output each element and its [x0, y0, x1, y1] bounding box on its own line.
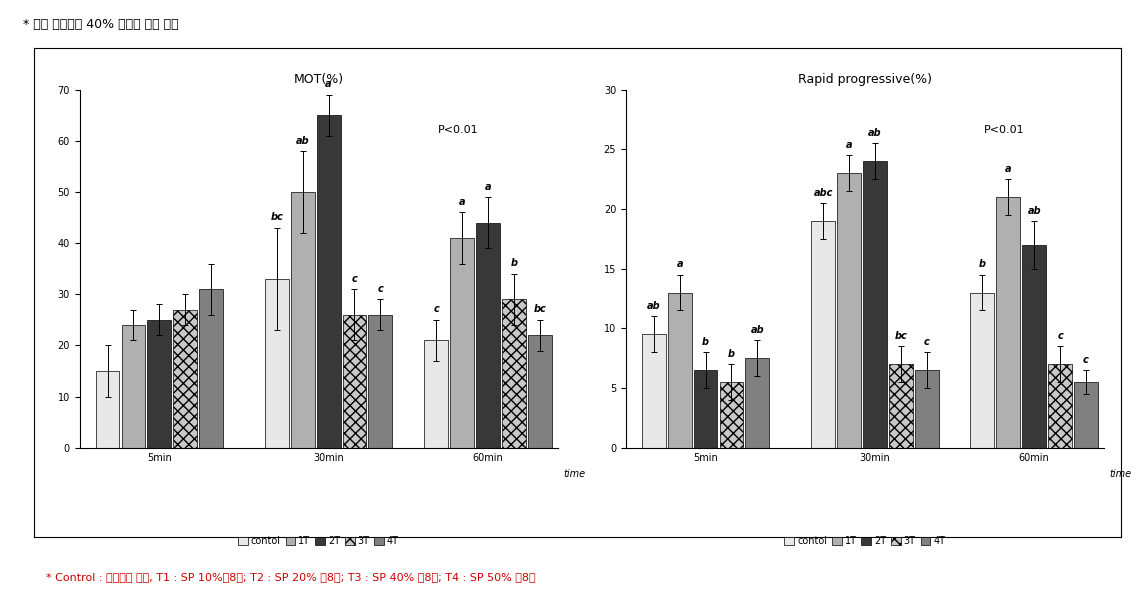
- Text: time: time: [563, 469, 586, 479]
- Bar: [1074, 382, 1098, 448]
- Legend: contol, 1T, 2T, 3T, 4T: contol, 1T, 2T, 3T, 4T: [234, 533, 403, 550]
- Title: Rapid progressive(%): Rapid progressive(%): [798, 73, 932, 85]
- Bar: [476, 223, 500, 448]
- Text: ab: ab: [296, 136, 310, 146]
- Bar: [642, 334, 666, 448]
- Text: ab: ab: [1028, 205, 1041, 216]
- Text: b: b: [979, 259, 986, 269]
- Text: c: c: [924, 337, 930, 347]
- Bar: [745, 358, 769, 448]
- Text: bc: bc: [534, 304, 546, 315]
- Text: bc: bc: [894, 331, 907, 341]
- Text: * Control : 동결융해 정액, T1 : SP 10%쳊8가; T2 : SP 20% 쳊8가; T3 : SP 40% 쳊8가; T4 : SP 5: * Control : 동결융해 정액, T1 : SP 10%쳊8가; T2 …: [46, 572, 535, 582]
- Bar: [1022, 245, 1046, 448]
- Text: P<0.01: P<0.01: [984, 125, 1025, 136]
- Bar: [528, 335, 552, 448]
- Bar: [668, 293, 692, 448]
- Title: MOT(%): MOT(%): [294, 73, 344, 85]
- Bar: [424, 340, 448, 448]
- Bar: [122, 325, 146, 448]
- Text: time: time: [1110, 469, 1132, 479]
- Text: a: a: [676, 259, 683, 269]
- Text: a: a: [485, 181, 492, 192]
- Bar: [971, 293, 995, 448]
- Bar: [838, 173, 860, 448]
- Text: c: c: [434, 304, 439, 315]
- Text: ab: ab: [648, 301, 660, 311]
- Bar: [96, 371, 119, 448]
- Bar: [291, 192, 314, 448]
- Text: bc: bc: [271, 213, 283, 222]
- Text: b: b: [728, 349, 735, 359]
- Text: b: b: [510, 259, 518, 269]
- Bar: [719, 382, 743, 448]
- Bar: [316, 115, 340, 448]
- Text: P<0.01: P<0.01: [438, 125, 479, 136]
- Text: abc: abc: [814, 187, 833, 198]
- Legend: contol, 1T, 2T, 3T, 4T: contol, 1T, 2T, 3T, 4T: [781, 533, 949, 550]
- Text: b: b: [702, 337, 709, 347]
- Text: c: c: [352, 274, 357, 284]
- Text: ab: ab: [751, 325, 764, 335]
- Bar: [811, 221, 835, 448]
- Text: a: a: [325, 79, 332, 90]
- Bar: [502, 299, 526, 448]
- Bar: [265, 279, 289, 448]
- Text: a: a: [459, 197, 465, 207]
- Bar: [148, 320, 171, 448]
- Bar: [1048, 364, 1072, 448]
- Bar: [199, 289, 223, 448]
- Bar: [343, 315, 366, 448]
- Bar: [173, 310, 197, 448]
- Text: * 시판 동결정액 40% 이상인 것만 유통: * 시판 동결정액 40% 이상인 것만 유통: [23, 18, 179, 31]
- Bar: [694, 370, 717, 448]
- Bar: [997, 197, 1020, 448]
- Text: a: a: [1005, 164, 1012, 174]
- Bar: [451, 238, 473, 448]
- Text: c: c: [1083, 355, 1089, 365]
- Bar: [915, 370, 939, 448]
- Bar: [889, 364, 913, 448]
- Text: c: c: [378, 284, 384, 294]
- Bar: [369, 315, 393, 448]
- Text: a: a: [846, 140, 852, 150]
- Bar: [863, 161, 887, 448]
- Text: ab: ab: [868, 128, 882, 138]
- Text: c: c: [1057, 331, 1063, 341]
